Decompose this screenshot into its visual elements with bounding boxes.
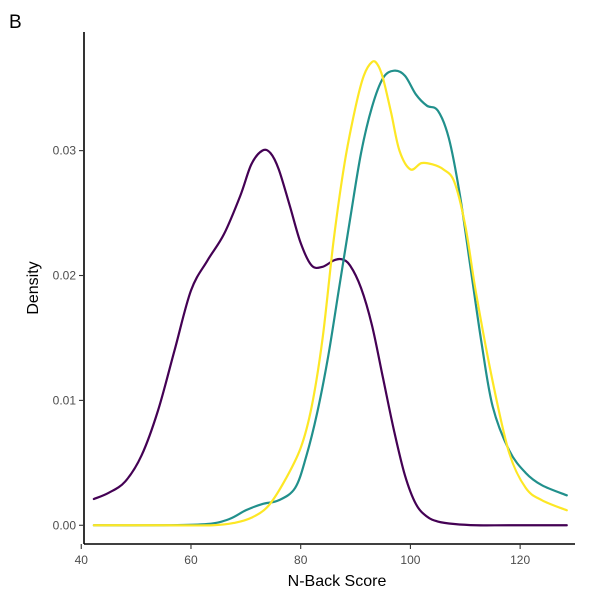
y-tick-label: 0.03 [53, 144, 77, 158]
x-tick-label: 100 [400, 553, 420, 567]
series-lines [92, 60, 568, 527]
y-axis-title: Density [25, 261, 42, 314]
x-axis-ticks: 40 60 80 100 120 [75, 544, 530, 567]
y-axis-ticks: 0.00 0.01 0.02 0.03 [53, 144, 84, 532]
x-tick-label: 80 [294, 553, 308, 567]
y-tick-label: 0.00 [53, 518, 77, 532]
y-tick-label: 0.02 [53, 269, 77, 283]
density-curve-3 [92, 60, 568, 527]
x-tick-label: 60 [184, 553, 198, 567]
x-tick-label: 40 [75, 553, 89, 567]
x-axis-title: N-Back Score [288, 573, 387, 590]
density-curve-2 [92, 69, 568, 527]
panel-label: B [9, 12, 22, 33]
density-curve-1 [92, 148, 568, 527]
y-tick-label: 0.01 [53, 393, 77, 407]
x-tick-label: 120 [510, 553, 530, 567]
